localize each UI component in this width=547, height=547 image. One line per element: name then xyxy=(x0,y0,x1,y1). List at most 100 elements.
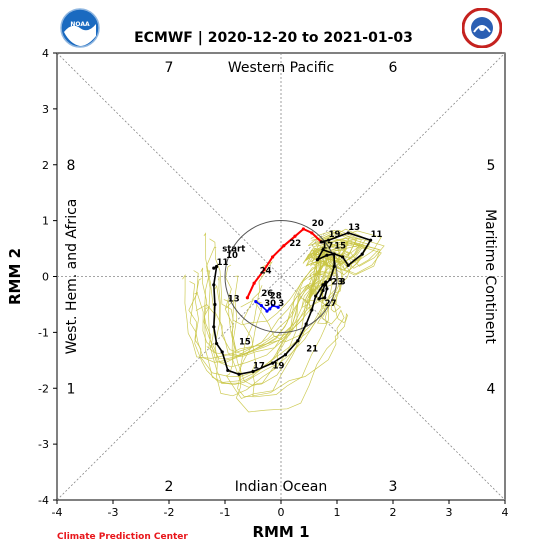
phase-number: 4 xyxy=(487,381,496,397)
mean_forecast-point xyxy=(271,361,275,365)
phase-number: 8 xyxy=(67,158,76,174)
phase-number: 7 xyxy=(165,60,174,76)
y-tick-label: -3 xyxy=(38,438,49,451)
x-tick-label: -2 xyxy=(164,506,175,519)
mean_forecast-point xyxy=(310,308,314,312)
mean_forecast-date-label: 21 xyxy=(306,345,318,355)
mean_forecast-date-label: 11 xyxy=(217,258,229,268)
unit-circle xyxy=(224,220,338,333)
observed-point xyxy=(271,255,275,259)
series-layer xyxy=(212,227,373,376)
recent_obs-point xyxy=(268,307,272,311)
mean_forecast-point xyxy=(304,322,308,326)
y-tick-label: -1 xyxy=(38,326,49,339)
x-tick-label: -3 xyxy=(108,506,119,519)
y-axis-label: RMM 2 xyxy=(6,248,24,305)
ensemble-member-line xyxy=(200,237,371,368)
mean_forecast-point xyxy=(327,238,331,242)
phase-dividers xyxy=(56,52,506,501)
recent_obs-point xyxy=(276,305,280,309)
annotation-label: 22 xyxy=(289,239,301,249)
mean_forecast-date-label: 13 xyxy=(228,294,240,304)
mean_forecast-point xyxy=(321,283,325,287)
mean_forecast-point xyxy=(369,238,373,242)
region-label-right: Maritime Continent xyxy=(482,209,498,344)
mean_forecast-point xyxy=(317,297,321,301)
recent_obs-point xyxy=(265,309,269,313)
mean_forecast-date-label: 11 xyxy=(371,230,383,240)
mean_forecast-point xyxy=(321,248,325,252)
recent_obs-date-label: 3 xyxy=(278,299,284,309)
mean_forecast-point xyxy=(315,258,319,262)
y-tick-label: -2 xyxy=(38,382,49,395)
region-label-bottom: Indian Ocean xyxy=(235,479,327,495)
x-axis-label: RMM 1 xyxy=(252,523,309,541)
observed-point xyxy=(245,296,249,300)
observed-point xyxy=(301,227,305,231)
nws-logo xyxy=(462,8,502,48)
mean_forecast-point xyxy=(323,296,327,300)
mean_forecast-point xyxy=(321,288,325,293)
phase-number: 1 xyxy=(67,381,76,397)
mean_forecast-point xyxy=(325,253,329,257)
recent_obs-date-label: 28 xyxy=(270,292,282,302)
mean_forecast-line xyxy=(212,232,372,376)
ensemble-member-line xyxy=(204,243,367,358)
region-label-left: West. Hem. and Africa xyxy=(64,199,80,355)
mean_forecast-point xyxy=(314,294,318,298)
mean_forecast-point xyxy=(237,372,241,376)
cpc-credit: Climate Prediction Center xyxy=(57,532,188,542)
y-tick-label: 1 xyxy=(42,215,49,228)
recent_obs-date-label: 30 xyxy=(264,299,276,309)
mean_forecast-point xyxy=(212,283,216,287)
mean_forecast-point xyxy=(283,353,288,357)
noaa-logo-text: NOAA xyxy=(70,21,90,28)
phase-number: 3 xyxy=(389,479,398,495)
observed-point xyxy=(262,268,266,272)
observed-point xyxy=(282,244,286,248)
mean_forecast-date-label: 3 xyxy=(340,278,346,288)
x-tick-label: -4 xyxy=(52,506,63,519)
noaa-logo: NOAA xyxy=(60,8,100,48)
mean_forecast-point xyxy=(328,277,332,281)
mean_forecast-point xyxy=(325,287,329,291)
ensemble-member-line xyxy=(233,231,350,386)
mean_forecast-point xyxy=(360,252,364,256)
mean_forecast-date-label: 10 xyxy=(226,251,238,261)
annotation-label: start xyxy=(222,244,245,254)
recent_obs-point xyxy=(271,303,275,308)
mean_forecast-date-label: 15 xyxy=(334,241,346,251)
mean_forecast-date-label: 13 xyxy=(348,223,360,233)
chart-title: ECMWF | 2020-12-20 to 2021-01-03 xyxy=(134,30,413,46)
phase-number: 6 xyxy=(389,60,398,76)
mean_forecast-point xyxy=(212,325,216,329)
y-tick-label: 4 xyxy=(42,47,49,60)
mean_forecast-point xyxy=(332,264,336,269)
mean_forecast-point xyxy=(251,369,255,374)
mean_forecast-date-label: 23 xyxy=(331,278,343,288)
mean_forecast-point xyxy=(226,368,230,372)
x-tick-label: 0 xyxy=(278,506,285,519)
mean_forecast-point xyxy=(215,341,219,346)
mean_forecast-point xyxy=(212,266,216,270)
observed-point xyxy=(310,231,314,235)
mean_forecast-date-label: 17 xyxy=(253,361,265,371)
mean_forecast-date-label: 17 xyxy=(321,241,333,251)
mean_forecast-point xyxy=(346,263,350,267)
mean_forecast-point xyxy=(346,231,350,235)
mean_forecast-point xyxy=(215,264,219,269)
ensemble-member-line xyxy=(206,230,382,363)
ensemble-member-line xyxy=(237,239,365,398)
observed-date-label: 24 xyxy=(260,267,272,277)
y-tick-label: -4 xyxy=(38,494,49,507)
recent_obs-point xyxy=(254,300,258,304)
phase-number: 5 xyxy=(487,158,496,174)
x-tick-label: 2 xyxy=(390,506,397,519)
y-tick-label: 0 xyxy=(42,271,49,284)
y-tick-label: 3 xyxy=(42,103,49,116)
ensemble-member-line xyxy=(188,245,382,377)
ensemble-member-line xyxy=(209,238,361,326)
mean_forecast-point xyxy=(332,252,336,256)
